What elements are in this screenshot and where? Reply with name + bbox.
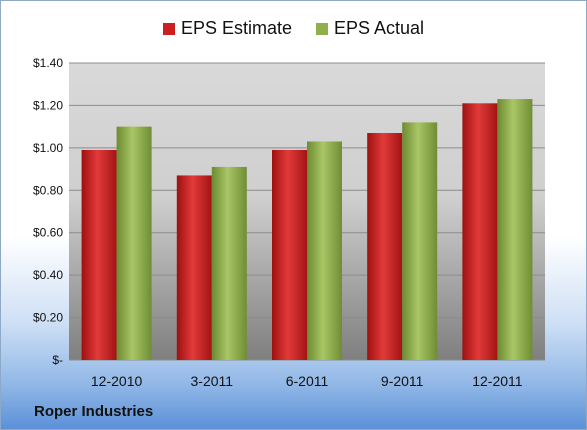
bar-estimate [81, 149, 117, 360]
legend-item-estimate: EPS Estimate [162, 18, 292, 39]
x-tick-label: 3-2011 [191, 373, 234, 389]
bar-actual [211, 166, 247, 360]
legend-label-actual: EPS Actual [333, 18, 425, 38]
y-tick-label: $- [52, 353, 63, 367]
bar-estimate [176, 175, 212, 360]
y-tick-label: $0.40 [33, 268, 63, 282]
bar-estimate [272, 149, 307, 360]
x-tick-label: 12-2010 [91, 373, 143, 389]
y-tick-labels: $- $0.20 $0.40 $0.60 $0.80 $1.00 $1.20 $1.40 [33, 56, 63, 367]
x-tick-label: 6-2011 [286, 373, 329, 389]
bar-estimate [367, 133, 403, 360]
legend-swatch-actual [315, 22, 328, 35]
bar-estimate [462, 103, 498, 361]
bar-actual [402, 122, 438, 361]
x-tick-labels: 12-2010 3-2011 6-2011 9-2011 12-2011 [91, 373, 523, 389]
y-tick-label: $1.20 [33, 98, 63, 112]
x-tick-label: 12-2011 [472, 373, 523, 389]
y-tick-label: $1.40 [33, 56, 63, 70]
y-tick-label: $0.20 [33, 311, 63, 325]
legend-swatch-estimate [162, 22, 175, 35]
legend: EPS Estimate EPS Actual [1, 18, 586, 39]
x-tick-label: 9-2011 [381, 373, 424, 389]
y-tick-label: $0.80 [33, 183, 63, 197]
bars [81, 99, 533, 361]
company-name: Roper Industries [34, 403, 154, 420]
bar-actual [307, 141, 342, 360]
legend-label-estimate: EPS Estimate [180, 18, 292, 38]
y-tick-label: $1.00 [33, 141, 63, 155]
bar-actual [497, 99, 533, 361]
y-tick-label: $0.60 [33, 226, 63, 240]
legend-item-actual: EPS Actual [315, 18, 425, 39]
bar-actual [116, 126, 152, 361]
